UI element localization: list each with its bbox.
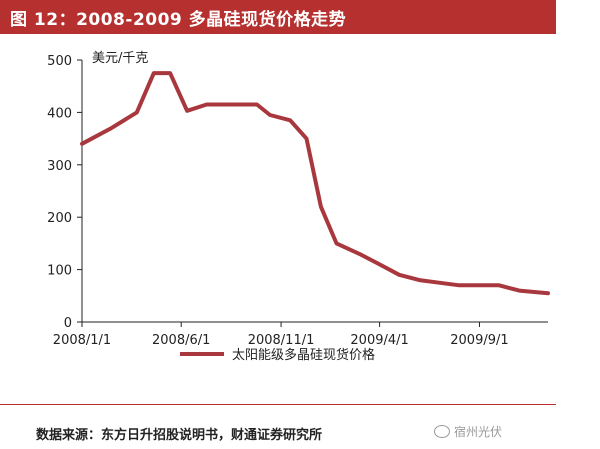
watermark-text: 宿州光伏 xyxy=(454,425,503,439)
wechat-logo-icon xyxy=(434,425,450,438)
watermark: 宿州光伏 xyxy=(434,423,502,440)
series-line xyxy=(80,71,550,296)
source-note: 数据来源：东方日升招股说明书，财通证券研究所 xyxy=(36,428,323,443)
series-group xyxy=(80,71,550,296)
line-chart: 0 100 200 300 400 500 2008/1/1 2008/6/1 2008/11… xyxy=(47,51,550,363)
y-tick-label: 0 xyxy=(64,316,72,331)
legend: 太阳能级多晶硅现货价格 xyxy=(180,347,375,363)
y-tick-label: 400 xyxy=(47,106,72,121)
x-tick-label: 2008/1/1 xyxy=(53,333,111,348)
x-tick-label: 2008/6/1 xyxy=(152,333,210,348)
y-tick-label: 100 xyxy=(47,264,72,279)
figure-title: 图 12：2008-2009 多晶硅现货价格走势 xyxy=(10,9,347,30)
x-tick-label: 2008/11/1 xyxy=(248,333,315,348)
x-tick-label: 2009/9/1 xyxy=(450,333,508,348)
plot-area: 0 100 200 300 400 500 2008/1/1 2008/6/1 2008/11… xyxy=(47,51,550,348)
y-unit-label: 美元/千克 xyxy=(92,51,148,66)
x-tick-label: 2009/4/1 xyxy=(350,333,408,348)
legend-label: 太阳能级多晶硅现货价格 xyxy=(232,347,375,363)
x-axis-ticks: 2008/1/1 2008/6/1 2008/11/1 2009/4/1 2009/9/… xyxy=(53,322,509,348)
y-axis-ticks: 0 100 200 300 400 500 xyxy=(47,54,82,331)
figure-title-bar: 图 12：2008-2009 多晶硅现货价格走势 xyxy=(0,0,556,34)
y-tick-label: 500 xyxy=(47,54,72,69)
source-divider xyxy=(0,404,556,405)
y-tick-label: 300 xyxy=(47,159,72,174)
y-tick-label: 200 xyxy=(47,211,72,226)
